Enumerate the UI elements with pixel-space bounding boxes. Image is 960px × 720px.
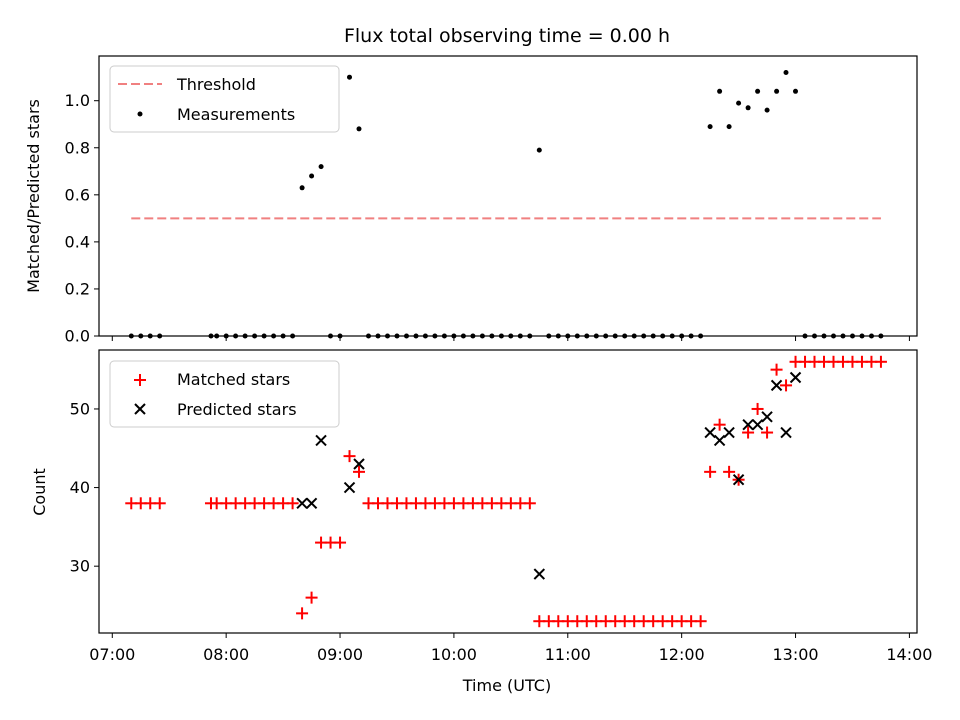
predicted-star-point [704, 426, 716, 439]
bottom-x-tick-label: 08:00 [203, 645, 249, 664]
predicted-star-point [761, 411, 773, 423]
matched-star-point [353, 465, 366, 478]
predicted-star-point [751, 418, 764, 431]
predicted-star-point [296, 497, 308, 509]
predicted-star-point [780, 426, 792, 439]
measurements-legend-swatch [137, 111, 143, 117]
matched-star-point [770, 363, 783, 376]
bottom-plot-frame [98, 349, 918, 634]
matched-star-point [761, 426, 774, 439]
top-y-tick-label: 0.0 [65, 327, 90, 346]
predicted-star-point [723, 426, 735, 439]
predicted-star-point [353, 458, 365, 470]
measurement-point [736, 100, 742, 106]
predicted-stars-legend-swatch [134, 403, 146, 415]
threshold-legend-label: Threshold [176, 75, 256, 94]
measurement-point [299, 185, 305, 191]
bottom-x-tick-label: 12:00 [659, 645, 705, 664]
predicted-star-point [742, 418, 754, 431]
top-y-axis-label: Matched/Predicted stars [24, 99, 43, 293]
top-y-tick-label: 0.4 [65, 232, 90, 251]
bottom-x-tick-label: 10:00 [431, 645, 477, 664]
matched-stars-legend-swatch [134, 374, 146, 386]
measurement-point [774, 88, 780, 94]
bottom-data-layer [125, 355, 887, 628]
predicted-star-point [305, 497, 318, 509]
measurement-point [764, 107, 770, 113]
matched-star-point [713, 418, 726, 431]
measurement-point [717, 88, 723, 94]
matched-star-point [704, 465, 717, 478]
measurements-legend-label: Measurements [177, 105, 295, 124]
measurement-point [726, 124, 732, 130]
bottom-x-tick-label: 09:00 [317, 645, 363, 664]
matched-star-point [742, 426, 755, 439]
top-panel: 0.0 0.2 0.4 0.6 0.8 1.0 Matched/Predicted sta… [24, 55, 918, 346]
predicted-stars-legend-label: Predicted stars [177, 400, 297, 419]
measurement-point [318, 164, 324, 170]
matched-stars-legend-label: Matched stars [177, 370, 290, 389]
matched-star-point [723, 465, 736, 478]
predicted-star-point [732, 474, 745, 486]
measurement-point [707, 124, 713, 130]
measurement-point [347, 74, 352, 80]
bottom-legend: Matched stars Predicted stars [109, 360, 340, 428]
measurement-point [309, 173, 315, 179]
matched-star-point [874, 355, 887, 368]
top-plot-frame [98, 55, 918, 337]
predicted-star-point [343, 481, 356, 494]
top-legend: Threshold Measurements [109, 65, 340, 133]
predicted-star-point [789, 371, 802, 384]
top-axes: 0.0 0.2 0.4 0.6 0.8 1.0 [65, 91, 910, 346]
matched-star-point [751, 402, 764, 415]
measurement-point [755, 88, 761, 94]
matched-star-point [343, 450, 356, 463]
measurement-point [793, 88, 798, 94]
bottom-axes: 30 40 50 07:00 08:00 09:00 10:00 11:00 12:00 13:0… [70, 399, 933, 664]
measurement-point [783, 70, 789, 75]
top-chart-title: Flux total observing time = 0.00 h [344, 25, 670, 47]
top-y-tick-label: 0.8 [65, 138, 90, 157]
matched-star-point [334, 536, 347, 549]
bottom-x-tick-label: 13:00 [772, 645, 818, 664]
measurement-point [745, 105, 751, 111]
bottom-y-tick-label: 50 [70, 399, 90, 418]
predicted-star-point [315, 434, 327, 447]
bottom-y-tick-label: 40 [70, 478, 90, 497]
matched-star-point [153, 497, 166, 510]
matched-star-point [305, 591, 318, 604]
bottom-x-tick-label: 14:00 [886, 645, 932, 664]
bottom-x-tick-label: 07:00 [89, 645, 135, 664]
measurement-point [536, 147, 542, 153]
top-legend-box [109, 65, 340, 133]
predicted-star-point [713, 434, 726, 447]
bottom-legend-box [109, 360, 340, 428]
bottom-x-axis-label: Time (UTC) [462, 676, 551, 695]
predicted-star-point [770, 379, 783, 392]
bottom-x-tick-label: 11:00 [545, 645, 591, 664]
top-y-tick-label: 0.2 [65, 279, 90, 298]
bottom-y-tick-label: 30 [70, 557, 90, 576]
bottom-panel: 30 40 50 07:00 08:00 09:00 10:00 11:00 12:00 13:0… [30, 349, 933, 695]
matched-star-point [694, 615, 707, 628]
matched-star-point [523, 497, 536, 510]
predicted-star-point [533, 568, 546, 580]
matched-star-point [286, 497, 299, 510]
matched-star-point [780, 379, 793, 392]
top-y-tick-label: 0.6 [65, 185, 90, 204]
matched-star-point [296, 607, 309, 620]
measurement-point [356, 126, 362, 132]
bottom-y-axis-label: Count [30, 468, 49, 516]
top-y-tick-label: 1.0 [65, 91, 90, 110]
